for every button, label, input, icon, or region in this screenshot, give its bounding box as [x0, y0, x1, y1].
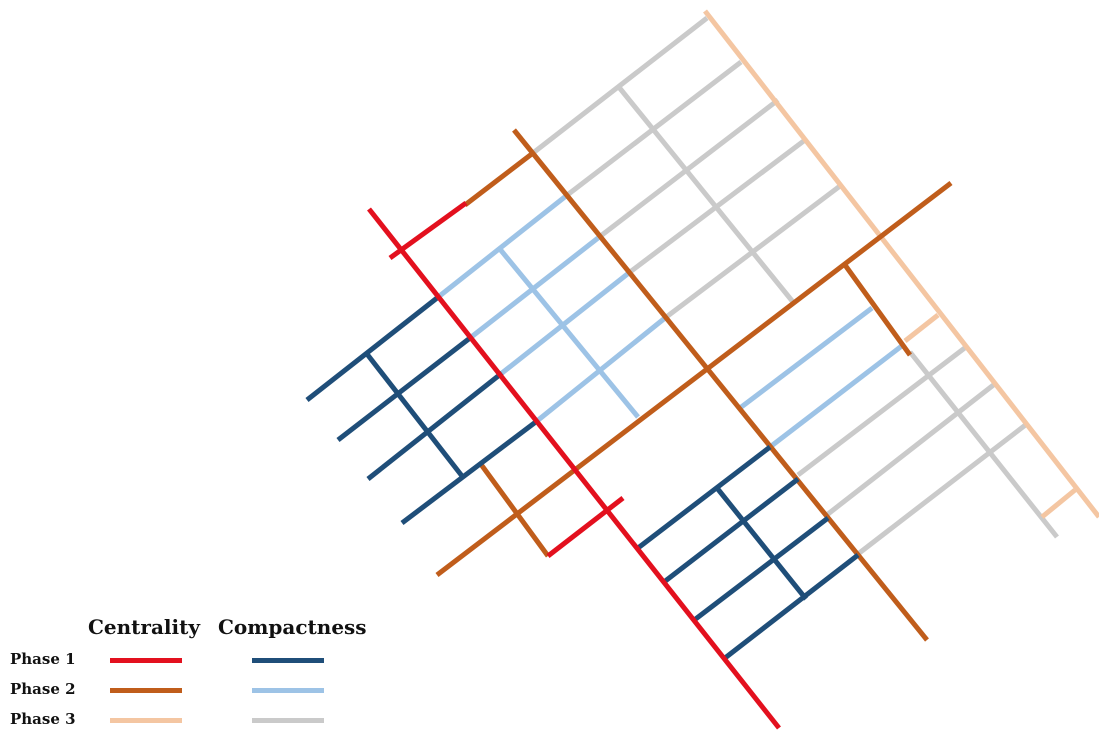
street-segment: [826, 381, 998, 516]
legend-phase-label: Phase 2: [10, 680, 76, 698]
street-segment: [842, 263, 913, 357]
street-segment: [435, 181, 953, 577]
street-segment: [908, 350, 1059, 539]
legend-row-phase-3: Phase 3: [0, 708, 340, 731]
street-segment: [367, 207, 781, 730]
street-segment: [546, 496, 625, 558]
phase1-compactness-streets: [305, 296, 860, 660]
street-segment: [336, 336, 472, 442]
street-segment: [388, 200, 468, 261]
legend-swatch-compactness: [252, 718, 324, 723]
street-segment: [715, 486, 808, 601]
street-segment: [305, 296, 439, 402]
legend-row-phase-2: Phase 2: [0, 678, 340, 702]
legend-swatch-compactness: [252, 688, 324, 693]
legend-swatch-compactness: [252, 658, 324, 663]
street-segment: [463, 151, 535, 207]
street-segment: [796, 345, 968, 477]
legend-swatch-centrality: [110, 658, 182, 663]
phase2-compactness-streets: [435, 194, 905, 449]
street-segment: [477, 461, 551, 558]
phase3-compactness-streets: [531, 16, 1059, 556]
street-segment: [1040, 488, 1077, 519]
phase3-centrality-streets: [703, 9, 1099, 519]
street-segment: [703, 9, 1099, 519]
street-segment: [691, 516, 830, 623]
phase2-centrality-streets: [435, 128, 953, 642]
phase1-centrality-streets: [367, 200, 781, 730]
legend-phase-label: Phase 3: [10, 710, 76, 728]
street-segment: [903, 313, 940, 343]
street-segment: [616, 84, 795, 304]
street-segment: [497, 246, 640, 419]
legend-compactness-heading: Compactness: [218, 615, 367, 639]
street-segment: [636, 445, 772, 550]
street-segment: [738, 306, 874, 410]
street-segment: [500, 270, 632, 375]
street-segment: [768, 343, 905, 449]
legend-row-phase-1: Phase 1: [0, 648, 340, 672]
street-segment: [723, 553, 860, 660]
legend-phase-label: Phase 1: [10, 650, 76, 668]
legend-swatch-centrality: [110, 688, 182, 693]
legend-centrality-heading: Centrality: [88, 615, 200, 639]
street-segment: [400, 419, 539, 525]
street-segment: [512, 128, 929, 642]
legend-swatch-centrality: [110, 718, 182, 723]
street-segment: [856, 421, 1030, 556]
street-segment: [435, 194, 568, 300]
street-segment: [366, 371, 504, 481]
street-segment: [662, 477, 800, 584]
street-segment: [365, 352, 464, 478]
